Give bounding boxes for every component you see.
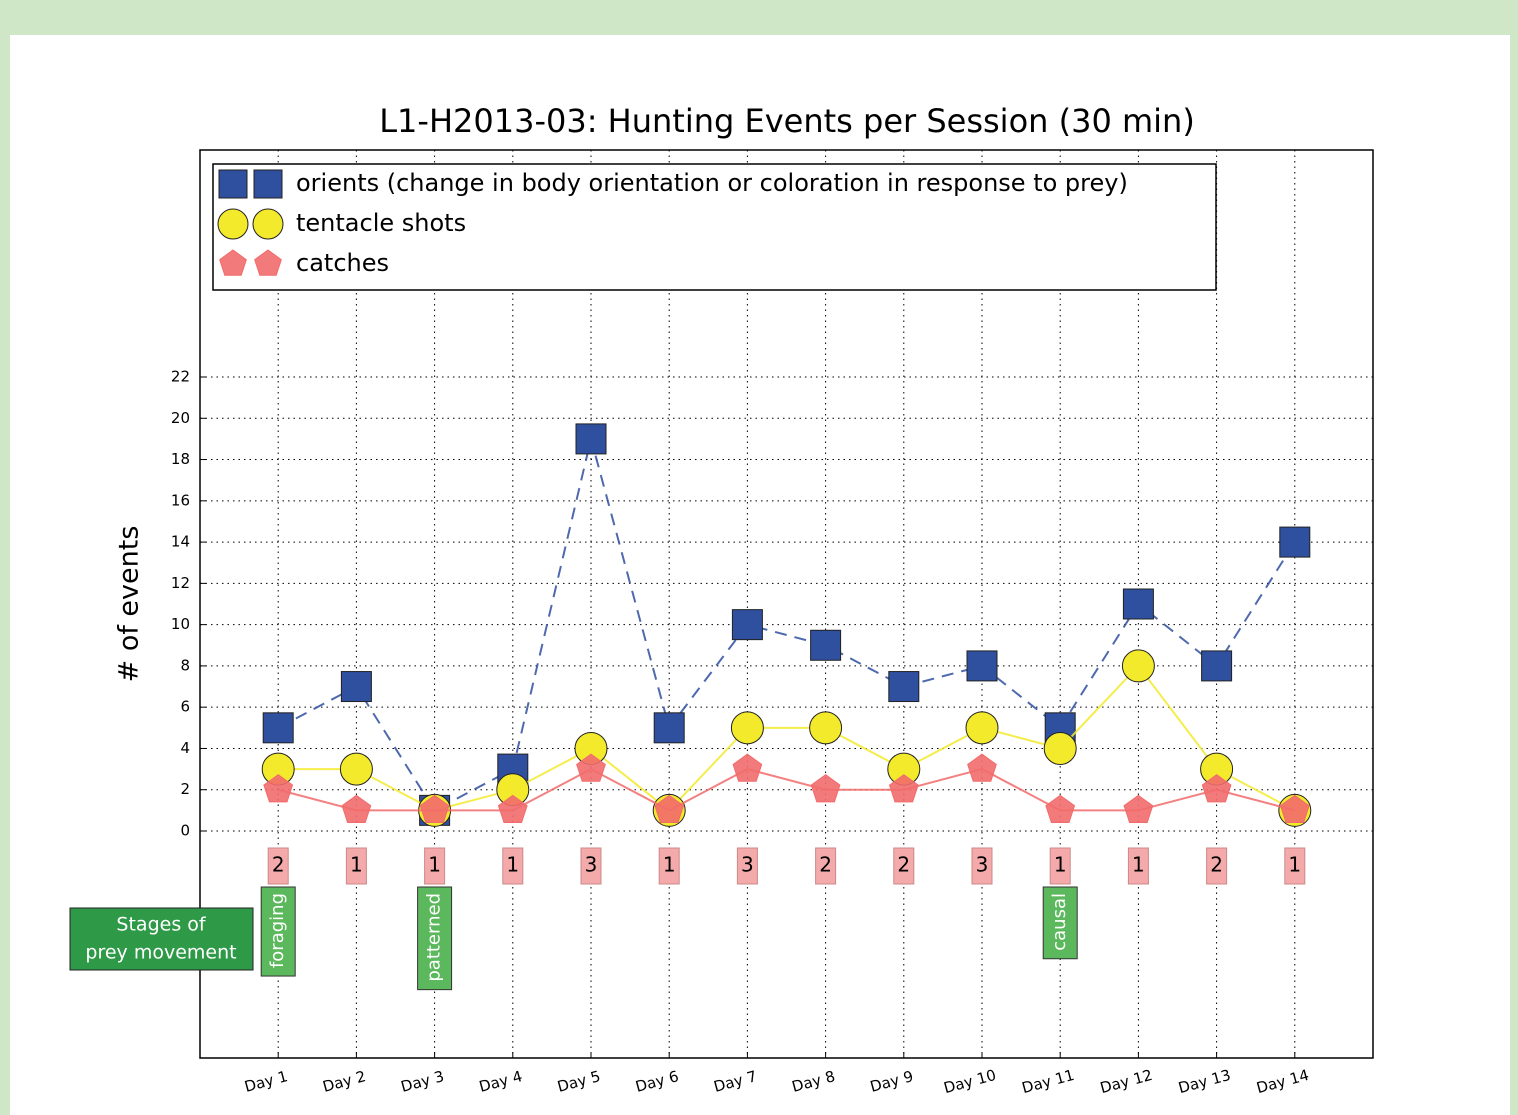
marker-pentagon	[419, 794, 450, 823]
marker-pentagon	[967, 753, 997, 782]
marker-square	[653, 712, 685, 744]
value-label: 1	[1288, 853, 1301, 877]
value-label-box	[345, 847, 367, 885]
marker-square	[218, 169, 248, 199]
marker-square	[1122, 588, 1154, 620]
marker-circle	[339, 752, 373, 786]
marker-square	[731, 609, 763, 641]
stages-label: prey movement	[85, 942, 236, 964]
marker-pentagon	[341, 794, 372, 823]
y-tick-label: 0	[180, 822, 190, 840]
annotation-box	[1042, 886, 1078, 960]
value-label: 2	[1210, 853, 1223, 877]
marker-square	[810, 629, 842, 661]
value-label-box	[658, 847, 680, 885]
marker-circle	[252, 208, 284, 240]
annotation-box	[417, 886, 453, 991]
value-label: 2	[897, 853, 910, 877]
marker-pentagon	[1279, 794, 1310, 823]
marker-circle	[809, 711, 843, 745]
value-label-box	[893, 847, 915, 885]
y-tick-label: 18	[171, 450, 190, 468]
stages-box	[69, 907, 254, 971]
marker-square	[966, 650, 998, 682]
y-tick-label: 12	[171, 574, 190, 592]
marker-pentagon	[654, 794, 685, 823]
value-label: 1	[1132, 853, 1145, 877]
y-tick-label: 2	[180, 780, 190, 798]
y-tick-label: 10	[171, 615, 190, 633]
marker-square	[575, 423, 607, 455]
marker-pentagon	[254, 249, 282, 276]
stages-label: Stages of	[116, 914, 206, 936]
y-tick-label: 4	[180, 739, 190, 757]
marker-pentagon	[888, 774, 919, 803]
marker-square	[262, 712, 294, 744]
value-label-box	[424, 847, 446, 885]
legend-box	[212, 163, 1217, 291]
annotation-text: causal	[1049, 893, 1070, 951]
value-label-box	[971, 847, 993, 885]
y-tick-label: 14	[171, 533, 190, 551]
marker-pentagon	[1123, 794, 1154, 823]
y-tick-label: 8	[180, 656, 190, 674]
marker-pentagon	[576, 753, 606, 782]
value-label: 1	[1054, 853, 1067, 877]
legend-label: tentacle shots	[296, 209, 466, 237]
marker-pentagon	[1045, 794, 1076, 823]
marker-pentagon	[810, 774, 841, 803]
value-label-box	[1284, 847, 1306, 885]
marker-circle	[730, 711, 764, 745]
marker-circle	[1121, 649, 1155, 683]
marker-pentagon	[497, 794, 528, 823]
value-label: 3	[976, 853, 989, 877]
y-axis-label: # of events	[114, 526, 145, 683]
value-label-box	[502, 847, 524, 885]
y-tick-label: 16	[171, 491, 190, 509]
value-label-box	[1206, 847, 1228, 885]
marker-square	[340, 671, 372, 703]
annotation-text: patterned	[424, 893, 445, 982]
marker-square	[253, 169, 283, 199]
annotation-text: foraging	[267, 893, 288, 968]
marker-square	[888, 671, 920, 703]
value-label-box	[580, 847, 602, 885]
marker-circle	[1043, 731, 1077, 765]
marker-circle	[965, 711, 999, 745]
value-label-box	[1049, 847, 1071, 885]
marker-pentagon	[219, 249, 247, 276]
value-label: 1	[428, 853, 441, 877]
value-label-box	[267, 847, 289, 885]
value-label: 1	[663, 853, 676, 877]
value-label: 1	[350, 853, 363, 877]
marker-square	[1201, 650, 1233, 682]
y-tick-label: 22	[171, 368, 190, 386]
legend-label: catches	[296, 249, 389, 277]
value-label: 1	[506, 853, 519, 877]
marker-pentagon	[732, 753, 763, 782]
value-label: 3	[741, 853, 754, 877]
value-label: 2	[272, 853, 285, 877]
annotation-box	[260, 886, 296, 977]
marker-pentagon	[263, 774, 294, 803]
y-tick-label: 6	[180, 698, 190, 716]
marker-pentagon	[1201, 774, 1232, 803]
chart-title: L1-H2013-03: Hunting Events per Session …	[379, 102, 1195, 140]
legend-label: orients (change in body orientation or c…	[296, 169, 1128, 197]
plot-frame	[199, 149, 1374, 1059]
marker-square	[1279, 526, 1311, 558]
value-label: 2	[819, 853, 832, 877]
y-tick-label: 20	[171, 409, 190, 427]
value-label-box	[1127, 847, 1149, 885]
value-label-box	[815, 847, 837, 885]
value-label-box	[736, 847, 758, 885]
value-label: 3	[585, 853, 598, 877]
marker-circle	[217, 208, 249, 240]
